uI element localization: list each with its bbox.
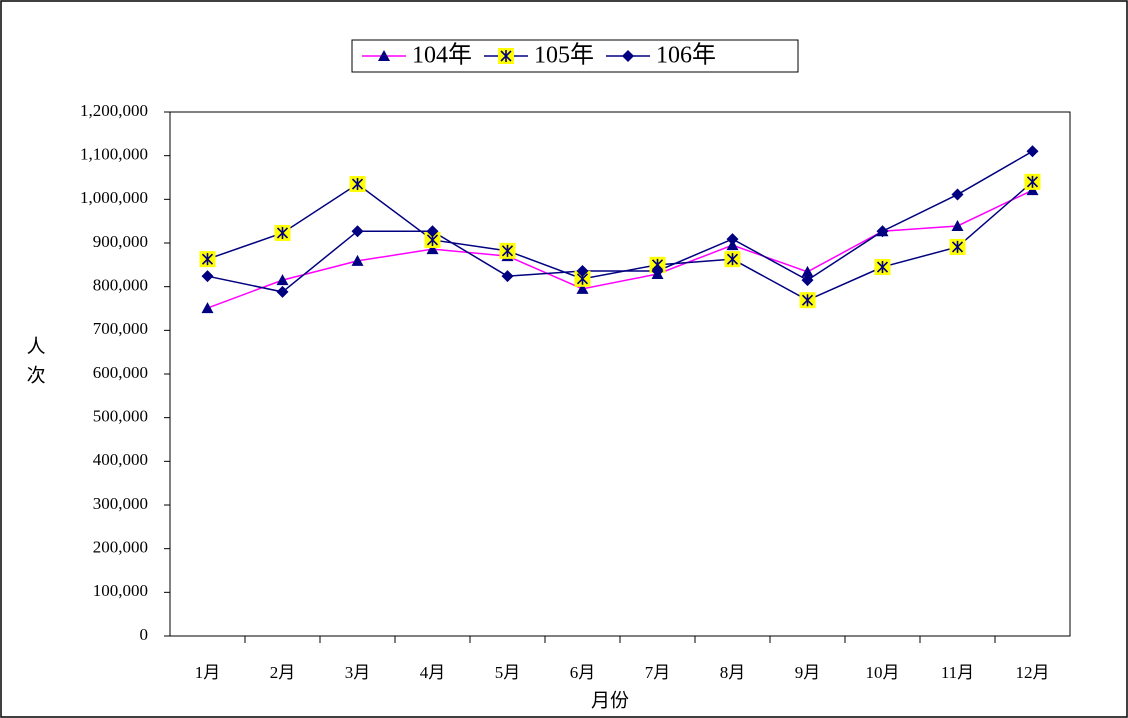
x-tick-label: 3月 [345, 663, 371, 682]
marker-diamond [426, 225, 439, 238]
y-tick-label: 200,000 [93, 538, 148, 557]
x-tick-label: 6月 [570, 663, 596, 682]
marker-diamond [351, 225, 364, 238]
marker-diamond [801, 274, 814, 287]
marker-asterisk [949, 238, 966, 255]
marker-diamond [576, 264, 589, 277]
marker-triangle [801, 265, 814, 277]
marker-glyph [501, 244, 514, 257]
x-tick-label: 9月 [795, 663, 821, 682]
marker-glyph [201, 253, 214, 266]
x-tick-label: 2月 [270, 663, 296, 682]
legend-label: 106年 [656, 42, 716, 69]
marker-triangle [378, 50, 390, 61]
marker-glyph [500, 50, 512, 62]
x-tick-label: 8月 [720, 663, 746, 682]
x-tick-label: 1月 [195, 663, 221, 682]
marker-triangle [426, 243, 439, 255]
y-tick-label: 600,000 [93, 363, 148, 382]
x-tick-label: 10月 [866, 663, 900, 682]
y-tick-label: 100,000 [93, 581, 148, 600]
marker-asterisk [499, 242, 516, 259]
marker-triangle [951, 219, 964, 231]
x-tick-label: 7月 [645, 663, 671, 682]
marker-triangle [276, 274, 289, 286]
y-tick-label: 700,000 [93, 319, 148, 338]
marker-glyph [351, 178, 364, 191]
legend-label: 105年 [534, 42, 594, 69]
marker-asterisk [874, 259, 891, 276]
y-axis-label: 人次 [24, 336, 46, 394]
marker-diamond [201, 270, 214, 283]
marker-asterisk [274, 224, 291, 241]
marker-glyph [801, 294, 814, 307]
y-tick-label: 1,100,000 [80, 145, 148, 164]
marker-asterisk [1024, 173, 1041, 190]
marker-diamond [501, 270, 514, 283]
marker-diamond [651, 264, 664, 277]
marker-diamond [951, 188, 964, 201]
marker-asterisk [724, 251, 741, 268]
x-tick-label: 12月 [1016, 663, 1050, 682]
marker-triangle [351, 254, 364, 266]
x-tick-label: 4月 [420, 663, 446, 682]
y-tick-label: 400,000 [93, 450, 148, 469]
y-tick-label: 0 [140, 625, 149, 644]
y-tick-label: 900,000 [93, 232, 148, 251]
marker-diamond [276, 285, 289, 298]
marker-diamond [726, 233, 739, 246]
marker-diamond [622, 50, 634, 62]
y-tick-label: 800,000 [93, 276, 148, 295]
legend-box [351, 39, 799, 73]
marker-diamond [876, 225, 889, 238]
marker-glyph [876, 261, 889, 274]
x-axis-label: 月份 [591, 689, 629, 711]
x-tick-label: 5月 [495, 663, 521, 682]
x-tick-label: 11月 [941, 663, 974, 682]
marker-glyph [951, 240, 964, 253]
marker-diamond [1026, 145, 1039, 158]
marker-triangle [201, 302, 214, 314]
series-line [207, 181, 1033, 302]
marker-glyph [726, 253, 739, 266]
series-line [207, 189, 1033, 309]
marker-asterisk [799, 292, 816, 309]
marker-asterisk [649, 256, 666, 273]
marker-asterisk [199, 251, 216, 268]
y-tick-label: 1,000,000 [80, 188, 148, 207]
y-tick-label: 500,000 [93, 407, 148, 426]
marker-asterisk [498, 48, 514, 64]
marker-asterisk [574, 270, 591, 287]
marker-glyph [1026, 175, 1039, 188]
y-tick-label: 1,200,000 [80, 101, 148, 120]
legend-label: 104年 [412, 42, 472, 69]
y-tick-label: 300,000 [93, 494, 148, 513]
marker-asterisk [349, 176, 366, 193]
marker-glyph [276, 226, 289, 239]
series-line [207, 150, 1033, 293]
marker-triangle [576, 282, 589, 294]
